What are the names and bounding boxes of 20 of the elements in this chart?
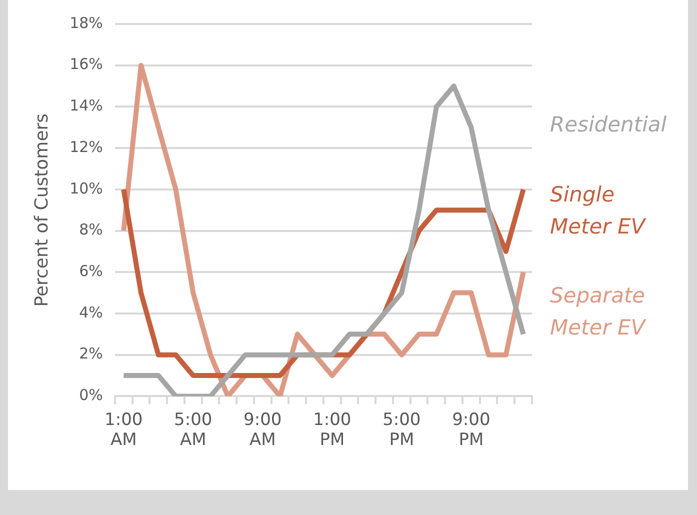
y-tick-label: 6%: [79, 262, 103, 280]
y-tick-label: 4%: [79, 303, 103, 322]
y-tick-label: 0%: [79, 386, 103, 404]
y-tick-label: 18%: [70, 14, 103, 32]
x-tick-label: 9:00 PM: [452, 410, 490, 450]
x-tick-label: 9:00 AM: [244, 410, 282, 450]
x-tick-label: 5:00 PM: [382, 410, 421, 450]
y-tick-label: 16%: [70, 55, 103, 74]
x-tick-label: 1:00 AM: [104, 410, 143, 450]
y-tick-label: 10%: [70, 179, 103, 198]
x-tick-label: 1:00 PM: [313, 410, 352, 450]
x-tick-label: 5:00 AM: [174, 410, 212, 450]
y-tick-label: 8%: [79, 220, 103, 239]
y-tick-label: 14%: [70, 96, 103, 115]
text: Residential: [550, 112, 667, 136]
series-label: Single Meter EV: [550, 182, 647, 238]
series-label: Separate Meter EV: [550, 283, 647, 340]
y-tick-label: 2%: [79, 344, 103, 363]
y-axis-title: Percent of Customers: [31, 113, 52, 307]
y-tick-label: 12%: [70, 138, 103, 156]
